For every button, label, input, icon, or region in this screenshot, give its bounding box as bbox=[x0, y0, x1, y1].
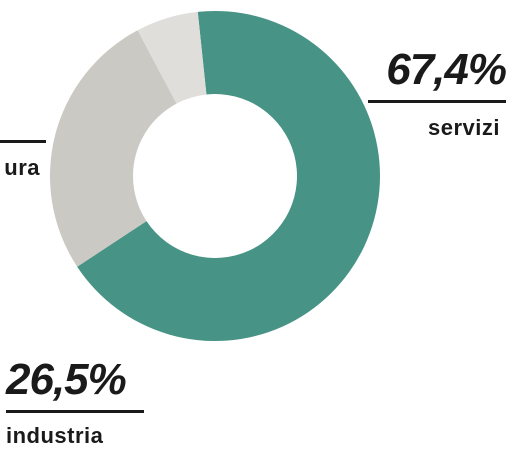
label-rule-servizi bbox=[368, 100, 506, 103]
category-industria: industria bbox=[6, 423, 104, 448]
label-servizi: 67,4% servizi bbox=[368, 45, 507, 141]
label-rule-industria bbox=[6, 410, 144, 413]
value-industria: 26,5% bbox=[6, 355, 127, 404]
slice-agricoltura bbox=[137, 11, 207, 104]
label-industria: 26,5% industria bbox=[6, 356, 144, 449]
label-agricoltura: ura bbox=[0, 136, 46, 181]
value-servizi: 67,4% bbox=[386, 45, 507, 94]
slice-servizi bbox=[77, 10, 381, 341]
category-agricoltura: ura bbox=[4, 155, 40, 180]
slice-industria bbox=[50, 30, 177, 267]
label-rule-agricoltura bbox=[0, 140, 46, 143]
category-servizi: servizi bbox=[428, 115, 500, 140]
